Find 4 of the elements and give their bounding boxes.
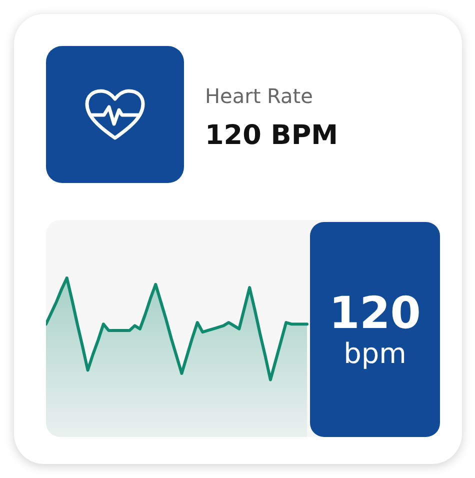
text: 120	[329, 288, 421, 338]
chart-title: Heart Rate	[205, 84, 313, 108]
chart-subtitle: 120 BPM	[205, 120, 338, 151]
text: bpm	[344, 336, 406, 370]
